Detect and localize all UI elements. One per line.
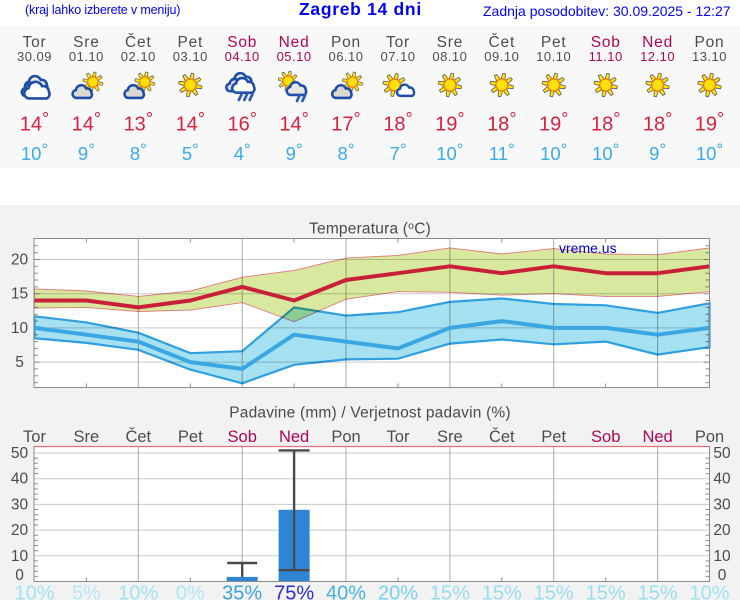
svg-text:0: 0: [15, 567, 24, 584]
svg-text:15%: 15%: [482, 582, 522, 600]
svg-text:Pon: Pon: [695, 428, 724, 446]
svg-text:50: 50: [11, 445, 29, 462]
svg-text:Tor: Tor: [387, 428, 410, 446]
svg-text:30: 30: [11, 496, 29, 513]
svg-text:Pet: Pet: [178, 428, 203, 446]
svg-text:30: 30: [713, 496, 731, 513]
svg-text:15%: 15%: [430, 582, 470, 600]
svg-text:10: 10: [11, 320, 29, 337]
svg-text:15%: 15%: [638, 582, 678, 600]
svg-text:20%: 20%: [378, 582, 418, 600]
svg-text:0: 0: [718, 567, 727, 584]
svg-text:15%: 15%: [586, 582, 626, 600]
svg-text:75%: 75%: [274, 582, 314, 600]
svg-text:Sre: Sre: [437, 428, 463, 446]
svg-text:Sob: Sob: [228, 428, 257, 446]
svg-text:15%: 15%: [534, 582, 574, 600]
svg-text:Sre: Sre: [74, 428, 100, 446]
svg-text:10%: 10%: [118, 582, 158, 600]
svg-text:40: 40: [713, 471, 731, 488]
svg-text:Ned: Ned: [642, 428, 672, 446]
svg-text:50: 50: [713, 445, 731, 462]
svg-text:20: 20: [11, 252, 29, 269]
svg-text:20: 20: [713, 522, 731, 539]
svg-text:Pon: Pon: [331, 428, 360, 446]
svg-text:40: 40: [11, 471, 29, 488]
svg-text:10%: 10%: [689, 582, 729, 600]
svg-text:Sob: Sob: [591, 428, 620, 446]
svg-text:15: 15: [11, 286, 28, 303]
svg-text:Ned: Ned: [279, 428, 309, 446]
svg-text:10: 10: [11, 548, 29, 565]
svg-text:20: 20: [11, 522, 29, 539]
svg-text:Temperatura (oC): Temperatura (oC): [309, 220, 431, 238]
svg-text:vreme.us: vreme.us: [559, 240, 617, 256]
svg-text:0%: 0%: [176, 582, 205, 600]
svg-text:Čet: Čet: [125, 427, 151, 446]
svg-text:Čet: Čet: [489, 427, 515, 446]
svg-text:5%: 5%: [72, 582, 101, 600]
svg-text:10: 10: [713, 548, 731, 565]
svg-text:Pet: Pet: [541, 428, 566, 446]
svg-text:5: 5: [15, 354, 24, 371]
svg-text:10%: 10%: [14, 582, 54, 600]
svg-text:35%: 35%: [222, 582, 262, 600]
svg-text:Padavine (mm) / Verjetnost pad: Padavine (mm) / Verjetnost padavin (%): [229, 405, 511, 422]
svg-text:Tor: Tor: [23, 428, 46, 446]
svg-text:40%: 40%: [326, 582, 366, 600]
